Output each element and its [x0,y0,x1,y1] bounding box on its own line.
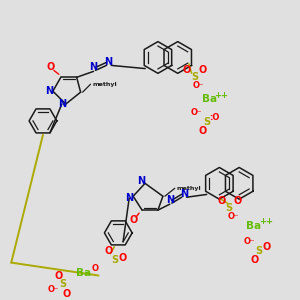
Text: :O: :O [209,113,220,122]
Text: Ba: Ba [247,221,262,231]
Text: O⁻: O⁻ [191,109,202,118]
Text: O: O [263,242,271,252]
Text: Ba: Ba [76,268,91,278]
Text: O⁻: O⁻ [228,212,239,220]
Text: S: S [226,203,233,213]
Text: S: S [191,72,198,82]
Text: O: O [251,255,259,265]
Text: O⁻: O⁻ [243,237,255,246]
Text: ++: ++ [259,218,273,226]
Text: S: S [203,117,210,127]
Text: methyl: methyl [92,82,117,87]
Text: O: O [198,65,207,75]
Text: O: O [55,272,63,281]
Text: O: O [92,264,99,273]
Text: S: S [111,255,118,265]
Text: O: O [198,126,207,136]
Text: N: N [137,176,145,186]
Text: N: N [89,62,98,72]
Text: ++: ++ [214,91,228,100]
Text: N: N [166,195,174,205]
Text: O: O [118,253,126,263]
Text: N: N [58,99,66,109]
Text: O: O [47,62,55,72]
Text: O: O [217,196,226,206]
Text: N: N [125,193,133,203]
Text: S: S [59,279,66,290]
Text: O: O [182,65,191,75]
Text: N: N [104,57,112,68]
Text: O: O [104,246,112,256]
Text: N: N [45,86,53,96]
Text: O: O [63,289,71,299]
Text: N: N [180,189,188,199]
Text: O⁻: O⁻ [193,81,204,90]
Text: S: S [256,246,262,256]
Text: O: O [129,215,137,225]
Text: O: O [233,196,241,206]
Text: Ba: Ba [202,94,217,104]
Text: O⁻: O⁻ [47,285,58,294]
Text: methyl: methyl [177,186,201,191]
